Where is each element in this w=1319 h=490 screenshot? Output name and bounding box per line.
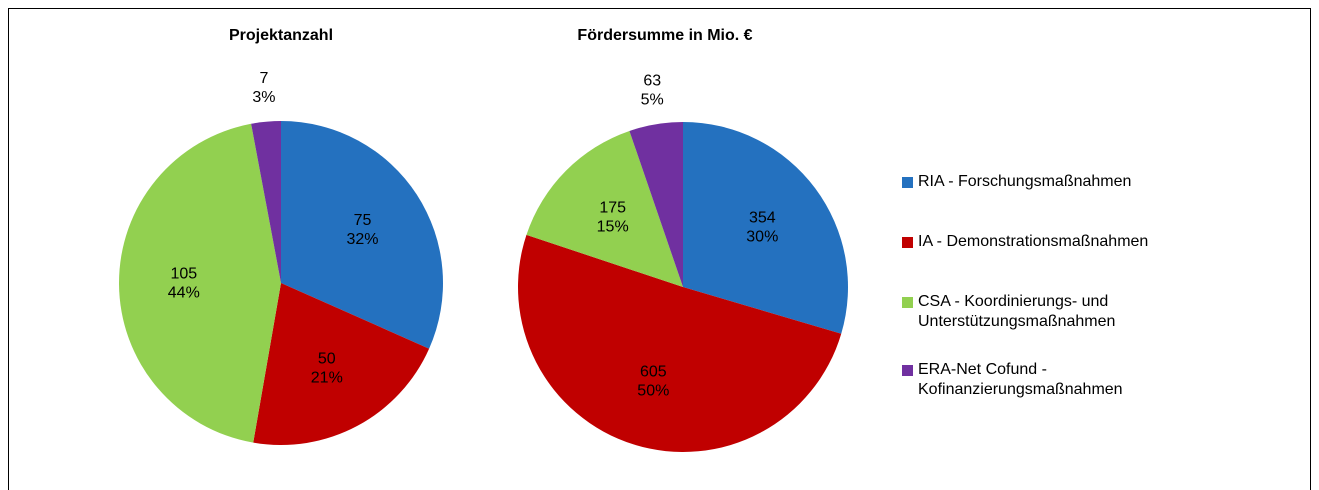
pie-slice [683, 122, 848, 334]
chart-title: Projektanzahl [229, 27, 333, 44]
data-label: 75 [354, 212, 372, 229]
legend-swatch [902, 237, 913, 248]
percent-label: 21% [311, 370, 343, 387]
percent-label: 15% [597, 218, 629, 235]
legend-item: CSA - Koordinierungs- und Unterstützungs… [902, 292, 1218, 332]
legend-label: CSA - Koordinierungs- und Unterstützungs… [918, 293, 1116, 330]
percent-label: 44% [168, 285, 200, 302]
legend-label: ERA-Net Cofund - Kofinanzierungsmaßnahme… [918, 361, 1123, 398]
legend-swatch [902, 297, 913, 308]
legend-label: IA - Demonstrationsmaßnahmen [918, 233, 1149, 250]
pie-slice [526, 130, 683, 287]
pie-slice [517, 234, 842, 453]
legend-item: ERA-Net Cofund - Kofinanzierungsmaßnahme… [902, 360, 1218, 400]
data-label: 175 [599, 199, 626, 216]
percent-label: 30% [746, 229, 778, 246]
percent-label: 32% [346, 231, 378, 248]
legend-item: RIA - Forschungsmaßnahmen [902, 172, 1218, 192]
data-label: 105 [170, 266, 197, 283]
percent-label: 5% [641, 92, 664, 109]
percent-label: 50% [637, 382, 669, 399]
data-label: 354 [749, 210, 776, 227]
legend-swatch [902, 365, 913, 376]
data-label: 7 [259, 70, 268, 87]
legend-label: RIA - Forschungsmaßnahmen [918, 173, 1132, 190]
legend-swatch [902, 177, 913, 188]
data-label: 63 [643, 73, 661, 90]
legend-item: IA - Demonstrationsmaßnahmen [902, 232, 1218, 252]
pie-slice [118, 123, 282, 443]
pie-slice [253, 283, 430, 445]
frame [8, 8, 1311, 490]
pie-slice [629, 122, 683, 287]
pie-slice [281, 121, 443, 349]
data-label: 50 [318, 351, 336, 368]
data-label: 605 [640, 363, 667, 380]
pie-slice [251, 121, 281, 283]
percent-label: 3% [252, 89, 275, 106]
chart-title: Fördersumme in Mio. € [577, 27, 752, 44]
